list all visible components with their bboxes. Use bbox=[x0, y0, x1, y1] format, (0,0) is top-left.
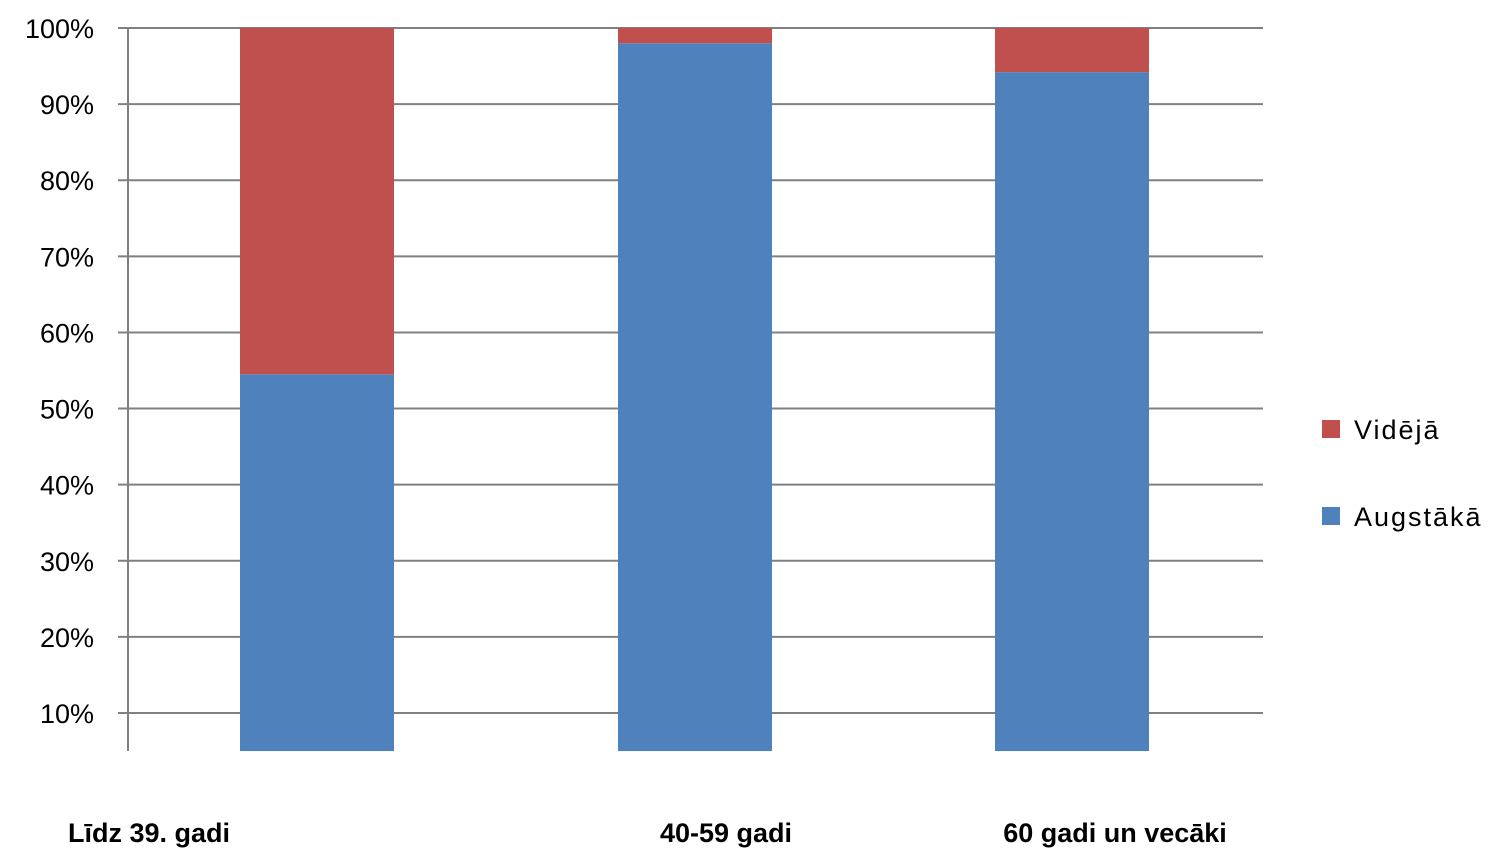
y-tick-label: 50% bbox=[40, 395, 94, 425]
legend-label: Augstākā bbox=[1354, 502, 1483, 532]
category-label: 40-59 gadi bbox=[660, 818, 792, 848]
y-tick-label: 30% bbox=[40, 547, 94, 577]
y-tick-label: 80% bbox=[40, 166, 94, 196]
y-tick-label: 40% bbox=[40, 471, 94, 501]
y-tick-labels: 10% 20% 30% 40% 50% 60% 70% 80% 90% 100% bbox=[25, 14, 94, 729]
y-tick-label: 70% bbox=[40, 242, 94, 272]
bar-augstaka-2 bbox=[995, 72, 1149, 752]
bar-videja-2 bbox=[995, 28, 1149, 73]
category-label: 60 gadi un vecāki bbox=[1003, 818, 1227, 848]
y-tick-label: 20% bbox=[40, 623, 94, 653]
y-tick-label: 10% bbox=[40, 699, 94, 729]
category-labels: Līdz 39. gadi 40-59 gadi 60 gadi un vecāki bbox=[68, 818, 1227, 848]
legend-swatch bbox=[1322, 507, 1340, 525]
legend-swatch bbox=[1322, 420, 1340, 438]
bars bbox=[240, 28, 1149, 752]
legend-label: Vidējā bbox=[1354, 415, 1441, 445]
bar-videja-1 bbox=[618, 28, 772, 44]
y-tick-label: 60% bbox=[40, 318, 94, 348]
category-label: Līdz 39. gadi bbox=[68, 818, 230, 848]
bar-augstaka-1 bbox=[618, 43, 772, 752]
legend: Vidējā Augstākā bbox=[1322, 415, 1483, 532]
bar-videja-0 bbox=[240, 28, 394, 375]
y-tick-label: 90% bbox=[40, 90, 94, 120]
bar-augstaka-0 bbox=[240, 374, 394, 752]
y-tick-label: 100% bbox=[25, 14, 94, 44]
